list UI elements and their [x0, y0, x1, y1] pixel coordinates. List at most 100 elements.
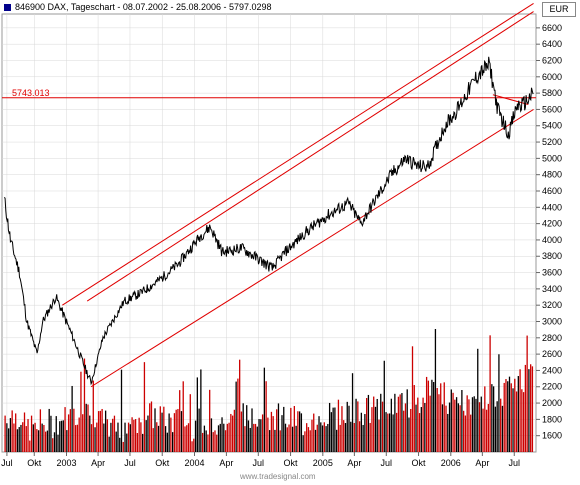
volume-bar — [346, 401, 348, 452]
volume-bar — [32, 424, 34, 452]
y-tick-label: 2800 — [542, 333, 562, 343]
volume-bar — [186, 425, 188, 452]
volume-bar — [177, 408, 179, 452]
volume-bar — [279, 430, 281, 452]
x-tick-label: Okt — [412, 458, 427, 468]
volume-bar — [11, 410, 13, 452]
volume-bar — [196, 377, 198, 452]
volume-bar — [134, 419, 137, 452]
volume-bar — [364, 414, 366, 452]
volume-bar — [395, 412, 398, 452]
volume-bar — [184, 426, 186, 452]
volume-bar — [45, 431, 47, 452]
volume-bar — [80, 371, 82, 452]
volume-bar — [369, 422, 371, 452]
volume-bar — [323, 422, 325, 452]
volume-bar — [52, 438, 54, 452]
volume-bar — [258, 419, 260, 452]
x-tick-label: Jul — [509, 458, 521, 468]
volume-bar — [440, 383, 442, 452]
volume-bar — [492, 386, 495, 452]
volume-bar — [212, 432, 214, 452]
volume-bar — [424, 402, 426, 452]
volume-bar — [431, 379, 433, 452]
volume-bar — [316, 424, 318, 452]
volume-bar — [390, 398, 392, 452]
plot-frame — [1, 13, 537, 453]
volume-bar — [406, 389, 408, 452]
volume-bar — [149, 403, 151, 452]
volume-bar — [524, 364, 527, 452]
volume-bar — [30, 415, 33, 452]
volume-bar — [357, 401, 359, 452]
x-tick-label: 2003 — [56, 458, 76, 468]
volume-bar — [37, 430, 40, 452]
volume-bar — [7, 428, 10, 452]
volume-bar — [180, 411, 183, 452]
volume-bar — [350, 421, 352, 452]
volume-bar — [55, 416, 57, 452]
volume-bar — [69, 409, 72, 452]
volume-bar — [512, 388, 514, 452]
volume-bar — [261, 414, 264, 452]
volume-bar — [436, 388, 438, 452]
volume-bar — [337, 399, 340, 452]
y-tick-label: 5400 — [542, 121, 562, 131]
volume-bar — [413, 385, 415, 452]
volume-bar — [16, 429, 19, 452]
volume-bar — [427, 380, 430, 452]
x-tick-label: Okt — [27, 458, 42, 468]
volume-bar — [480, 396, 482, 452]
y-tick-label: 5200 — [542, 137, 562, 147]
volume-bar — [373, 396, 375, 452]
volume-bar — [240, 411, 243, 452]
volume-bar — [23, 412, 26, 452]
volume-bar — [288, 424, 290, 452]
volume-bar — [448, 402, 451, 452]
x-tick-label: 2005 — [313, 458, 333, 468]
volume-bar — [507, 381, 509, 452]
volume-bar — [50, 415, 52, 452]
volume-bar — [306, 423, 308, 452]
volume-bar — [503, 382, 505, 452]
x-tick-label: Apr — [475, 458, 489, 468]
volume-bar — [459, 405, 461, 452]
volume-bar — [46, 430, 49, 452]
volume-bar — [410, 408, 412, 452]
volume-bar — [48, 408, 50, 452]
volume-bar — [376, 398, 378, 452]
volume-bar — [496, 401, 498, 452]
volume-bar — [62, 420, 64, 452]
volume-bar — [27, 419, 29, 452]
volume-bar — [18, 427, 20, 452]
volume-bar — [505, 379, 507, 452]
volume-bar — [374, 406, 377, 452]
volume-bar — [313, 413, 315, 452]
volume-bar — [89, 415, 91, 452]
volume-bar — [485, 409, 488, 452]
volume-bar — [143, 362, 146, 452]
volume-bar — [343, 420, 345, 452]
y-tick-label: 2400 — [542, 365, 562, 375]
volume-bar — [487, 403, 489, 452]
volume-bar — [122, 441, 124, 452]
volume-bar — [330, 412, 333, 452]
volume-bar — [224, 430, 227, 452]
volume-bar — [97, 411, 100, 452]
volume-bar — [119, 437, 121, 452]
volume-bar — [254, 423, 257, 452]
volume-bar — [500, 398, 502, 452]
volume-bar — [136, 432, 139, 452]
volume-bar — [422, 397, 424, 452]
volume-bar — [171, 432, 174, 452]
volume-bar — [307, 427, 310, 452]
volume-bar — [163, 406, 165, 452]
x-tick-label: 2004 — [184, 458, 204, 468]
volume-bar — [251, 408, 253, 452]
y-tick-label: 6200 — [542, 55, 562, 65]
channel-line-short_resistance — [492, 94, 529, 106]
volume-bar — [519, 369, 521, 452]
currency-unit-box[interactable]: EUR — [542, 2, 576, 17]
volume-bar — [332, 407, 334, 452]
